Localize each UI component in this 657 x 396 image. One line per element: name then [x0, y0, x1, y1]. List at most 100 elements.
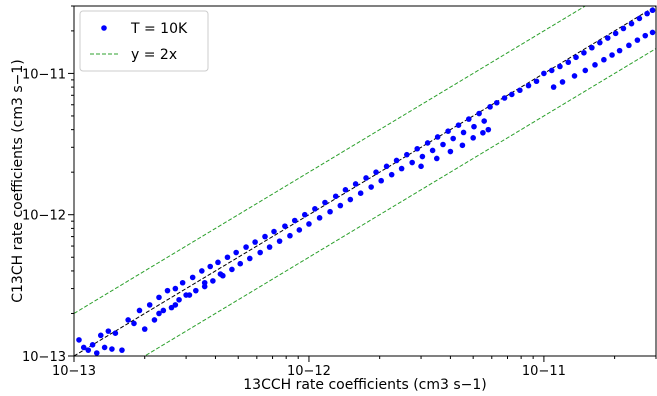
data-point-126	[156, 310, 162, 317]
data-point-96	[573, 54, 579, 61]
data-point-65	[383, 163, 390, 170]
data-point-59	[352, 181, 359, 187]
data-points	[76, 7, 656, 356]
data-point-70	[409, 159, 415, 166]
data-point-119	[418, 163, 424, 170]
data-point-102	[620, 25, 627, 32]
data-point-74	[429, 147, 436, 154]
data-point-127	[172, 302, 179, 308]
data-point-104	[636, 15, 643, 22]
y-tick-label: 10−12	[22, 209, 66, 224]
data-point-36	[237, 260, 244, 267]
data-point-72	[419, 153, 426, 160]
data-point-116	[634, 37, 641, 43]
legend-marker	[101, 25, 107, 31]
data-point-9	[112, 330, 119, 336]
data-point-112	[601, 56, 607, 63]
data-point-109	[571, 73, 578, 79]
legend-label: y = 2x	[131, 47, 177, 63]
x-tick-label: 10−11	[522, 364, 566, 379]
data-point-54	[327, 208, 333, 215]
data-point-31	[215, 259, 221, 266]
data-point-106	[649, 7, 656, 14]
data-point-78	[450, 135, 456, 142]
data-point-114	[616, 47, 623, 54]
data-point-27	[199, 268, 205, 274]
legend-box	[79, 10, 209, 72]
data-point-18	[160, 307, 167, 314]
data-point-21	[172, 285, 179, 292]
data-point-88	[508, 91, 515, 98]
data-point-91	[533, 78, 540, 85]
data-point-100	[604, 35, 611, 41]
plot-frame	[73, 5, 657, 357]
data-point-124	[480, 129, 486, 136]
data-point-69	[404, 151, 410, 158]
data-point-5	[97, 332, 104, 339]
data-point-7	[105, 328, 112, 334]
data-point-22	[176, 296, 182, 303]
data-point-75	[434, 134, 441, 140]
data-point-40	[257, 249, 263, 256]
data-point-101	[612, 30, 619, 37]
data-point-123	[470, 135, 476, 141]
data-point-39	[252, 239, 258, 245]
data-point-56	[337, 202, 344, 209]
data-point-103	[628, 20, 635, 27]
data-point-13	[136, 307, 143, 314]
x-tick-label: 10−13	[52, 364, 96, 379]
y-axis-label: C13CH rate coefficients (cm3 s−1)	[10, 59, 26, 303]
data-point-44	[276, 238, 283, 244]
data-point-93	[548, 67, 555, 74]
data-point-33	[224, 254, 231, 261]
data-point-62	[368, 184, 374, 190]
data-point-118	[649, 29, 656, 36]
data-point-41	[262, 233, 268, 240]
data-point-130	[217, 271, 224, 277]
data-point-76	[440, 141, 446, 148]
data-point-10	[119, 347, 125, 353]
data-point-92	[541, 70, 547, 77]
data-point-6	[101, 344, 108, 351]
x-tick-label: 10−12	[287, 364, 331, 379]
y-tick-label: 10−11	[22, 67, 66, 82]
data-point-15	[146, 302, 153, 308]
data-point-61	[363, 175, 369, 181]
data-point-82	[471, 123, 477, 130]
data-point-58	[347, 196, 354, 203]
data-point-49	[301, 211, 308, 218]
data-point-1	[80, 344, 87, 351]
data-point-66	[388, 171, 395, 178]
data-point-4	[93, 350, 100, 356]
y-tick-label: 10−13	[22, 350, 66, 365]
data-point-71	[414, 145, 421, 152]
data-point-45	[282, 223, 288, 229]
data-point-11	[125, 317, 131, 323]
data-point-125	[485, 126, 492, 133]
data-point-98	[589, 44, 595, 51]
data-point-28	[201, 283, 208, 290]
data-point-121	[447, 148, 454, 155]
data-point-97	[581, 49, 587, 56]
data-point-95	[565, 59, 572, 66]
data-point-128	[186, 292, 193, 298]
data-point-122	[459, 142, 466, 149]
data-point-84	[481, 118, 487, 124]
data-point-50	[306, 221, 312, 227]
axes: 10−13 10−12 10−11 10−13 10−12 10−11 13CCH rate…	[10, 5, 657, 393]
data-point-68	[398, 165, 405, 172]
data-point-113	[609, 52, 615, 58]
reference-line-3	[143, 48, 656, 356]
data-point-67	[393, 157, 400, 164]
data-point-48	[296, 227, 303, 233]
data-point-16	[151, 317, 158, 323]
data-point-99	[597, 39, 603, 46]
data-point-42	[266, 244, 273, 250]
x-axis-label: 13CCH rate coefficients (cm3 s−1)	[243, 377, 487, 393]
data-point-52	[316, 215, 323, 221]
data-point-107	[550, 84, 557, 90]
data-point-47	[291, 217, 298, 224]
data-point-86	[493, 99, 500, 106]
data-point-0	[76, 337, 82, 343]
legend-label: T = 10K	[130, 21, 188, 37]
